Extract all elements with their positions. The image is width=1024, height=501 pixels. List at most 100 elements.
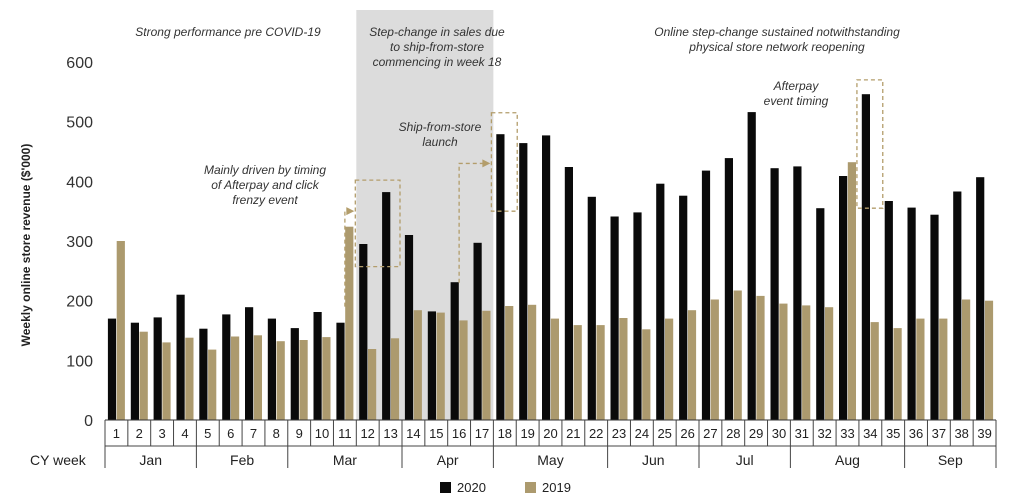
- x-tick-label: 1: [113, 426, 120, 441]
- x-tick-label: 4: [181, 426, 188, 441]
- bar-2019-week-24: [642, 329, 651, 420]
- bar-2020-week-23: [610, 216, 619, 420]
- bar-2019-week-27: [710, 299, 719, 420]
- x-tick-label: 22: [589, 426, 603, 441]
- bar-2019-week-15: [436, 312, 445, 420]
- bar-2020-week-36: [907, 207, 916, 420]
- x-tick-label: 36: [909, 426, 923, 441]
- bar-2020-week-6: [222, 314, 231, 420]
- bar-2020-week-39: [976, 177, 985, 420]
- bar-2020-week-38: [953, 191, 962, 420]
- annotation-connector: [344, 210, 348, 307]
- y-tick-label: 400: [66, 174, 93, 191]
- bar-2019-week-38: [962, 299, 971, 420]
- y-tick-label: 300: [66, 234, 93, 251]
- bar-2020-week-26: [679, 195, 688, 420]
- month-label: Feb: [230, 452, 254, 468]
- annotation-text: Step-change in sales due: [369, 25, 505, 39]
- bar-2019-week-19: [528, 304, 537, 420]
- x-tick-label: 19: [520, 426, 534, 441]
- x-tick-label: 32: [817, 426, 831, 441]
- x-tick-label: 23: [612, 426, 626, 441]
- bar-2019-week-39: [984, 300, 994, 420]
- x-tick-label: 28: [726, 426, 740, 441]
- bar-2020-week-27: [701, 170, 711, 420]
- x-tick-label: 24: [635, 426, 649, 441]
- x-tick-label: 16: [452, 426, 466, 441]
- bar-2020-week-15: [427, 311, 436, 420]
- bar-2020-week-1: [107, 318, 117, 420]
- bar-2019-week-7: [253, 335, 262, 420]
- bar-2020-week-18: [496, 134, 505, 420]
- y-tick-label: 600: [66, 55, 93, 72]
- annotation-connector: [458, 162, 484, 283]
- bar-2019-week-17: [482, 310, 491, 420]
- y-tick-label: 0: [84, 413, 93, 430]
- annotation-text: launch: [422, 135, 458, 149]
- x-tick-label: 29: [749, 426, 763, 441]
- annotation-text: Strong performance pre COVID-19: [135, 25, 321, 39]
- x-tick-label: 9: [296, 426, 303, 441]
- bar-2019-week-26: [687, 310, 697, 420]
- x-tick-label: 37: [932, 426, 946, 441]
- bar-2019-week-18: [505, 306, 514, 420]
- x-tick-label: 38: [954, 426, 968, 441]
- highlight-box: [490, 112, 518, 212]
- x-tick-label: 20: [543, 426, 557, 441]
- bar-2019-week-13: [390, 338, 400, 420]
- bar-2019-week-9: [299, 340, 308, 420]
- bar-2019-week-33: [847, 162, 856, 420]
- bar-2019-week-25: [665, 318, 674, 420]
- x-tick-label: 14: [406, 426, 420, 441]
- month-label: Sep: [938, 452, 963, 468]
- x-tick-label: 10: [315, 426, 329, 441]
- bar-2020-week-4: [176, 294, 185, 420]
- bar-2019-week-34: [870, 322, 879, 420]
- arrow-head: [482, 159, 491, 168]
- bar-2019-week-31: [802, 305, 811, 420]
- bar-2020-week-7: [245, 307, 254, 420]
- x-tick-label: 13: [383, 426, 397, 441]
- annotation-text: of Afterpay and click: [211, 178, 320, 192]
- x-tick-label: 35: [886, 426, 900, 441]
- y-axis-title: Weekly online store revenue ($'000): [19, 144, 33, 347]
- bar-2020-week-9: [290, 328, 299, 420]
- bar-2019-week-3: [162, 342, 171, 420]
- bar-2019-week-21: [573, 325, 582, 420]
- bar-2020-week-37: [930, 214, 939, 420]
- y-tick-label: 100: [66, 353, 93, 370]
- x-tick-label: 17: [475, 426, 489, 441]
- legend-label-2019: 2019: [542, 480, 571, 495]
- bar-2019-week-16: [459, 320, 468, 420]
- month-label: Jun: [642, 452, 665, 468]
- bar-2020-week-19: [519, 143, 528, 420]
- annotation-text: Afterpay: [773, 79, 820, 93]
- bar-2019-week-28: [733, 290, 742, 420]
- bar-2019-week-35: [893, 328, 902, 420]
- bar-2019-week-11: [345, 226, 354, 420]
- y-tick-label: 500: [66, 115, 93, 132]
- bar-2020-week-8: [267, 318, 276, 420]
- highlight-box: [354, 179, 401, 268]
- x-tick-label: 6: [227, 426, 234, 441]
- x-tick-label: 33: [840, 426, 854, 441]
- month-label: Aug: [835, 452, 860, 468]
- annotation-text: event timing: [764, 94, 829, 108]
- bar-2020-week-22: [587, 196, 596, 420]
- annotation-text: commencing in week 18: [373, 55, 502, 69]
- bar-2020-week-24: [633, 212, 642, 420]
- bar-2020-week-14: [404, 235, 414, 420]
- month-label: May: [537, 452, 563, 468]
- x-tick-label: 34: [863, 426, 877, 441]
- bar-2019-week-32: [825, 307, 834, 420]
- bar-2020-week-10: [313, 312, 322, 420]
- legend-swatch-2019: [525, 482, 536, 493]
- bar-2020-week-29: [747, 112, 756, 420]
- bar-2019-week-5: [208, 349, 217, 420]
- annotation-text: Mainly driven by timing: [204, 163, 326, 177]
- x-tick-label: 21: [566, 426, 580, 441]
- bar-2019-week-6: [231, 336, 240, 420]
- bar-2020-week-31: [793, 166, 802, 420]
- bar-2020-week-13: [382, 192, 391, 420]
